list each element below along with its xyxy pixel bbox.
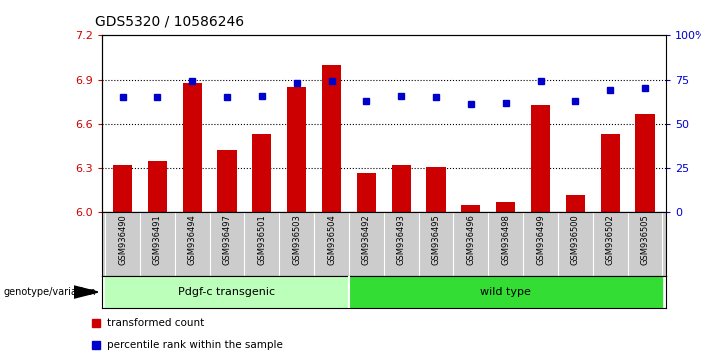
Bar — [636, 114, 655, 212]
Text: GSM936494: GSM936494 — [188, 214, 197, 265]
Bar — [287, 87, 306, 212]
Polygon shape — [74, 286, 98, 298]
Text: genotype/variation: genotype/variation — [4, 287, 96, 297]
Text: GSM936505: GSM936505 — [641, 214, 650, 265]
Bar — [252, 134, 271, 212]
Text: percentile rank within the sample: percentile rank within the sample — [107, 339, 283, 350]
Text: GSM936490: GSM936490 — [118, 214, 127, 265]
Bar — [531, 105, 550, 212]
Bar — [461, 205, 480, 212]
Text: Pdgf-c transgenic: Pdgf-c transgenic — [179, 287, 275, 297]
Bar — [566, 195, 585, 212]
Text: GSM936492: GSM936492 — [362, 214, 371, 265]
Text: GSM936499: GSM936499 — [536, 214, 545, 265]
Bar — [322, 65, 341, 212]
Bar — [392, 165, 411, 212]
Bar — [496, 202, 515, 212]
Text: GDS5320 / 10586246: GDS5320 / 10586246 — [95, 14, 244, 28]
Text: GSM936495: GSM936495 — [432, 214, 440, 265]
Text: GSM936501: GSM936501 — [257, 214, 266, 265]
Bar — [217, 150, 237, 212]
Text: transformed count: transformed count — [107, 318, 204, 329]
Bar — [148, 161, 167, 212]
Bar — [357, 173, 376, 212]
Text: GSM936496: GSM936496 — [466, 214, 475, 265]
Bar — [105, 276, 349, 308]
Bar — [113, 165, 132, 212]
Text: GSM936504: GSM936504 — [327, 214, 336, 265]
Text: GSM936497: GSM936497 — [222, 214, 231, 265]
Text: GSM936500: GSM936500 — [571, 214, 580, 265]
Bar — [183, 82, 202, 212]
Text: GSM936503: GSM936503 — [292, 214, 301, 265]
Bar — [426, 167, 446, 212]
Text: GSM936493: GSM936493 — [397, 214, 406, 265]
Text: GSM936491: GSM936491 — [153, 214, 162, 265]
Text: GSM936498: GSM936498 — [501, 214, 510, 265]
Text: GSM936502: GSM936502 — [606, 214, 615, 265]
Bar — [601, 134, 620, 212]
Text: wild type: wild type — [480, 287, 531, 297]
Bar — [349, 276, 662, 308]
